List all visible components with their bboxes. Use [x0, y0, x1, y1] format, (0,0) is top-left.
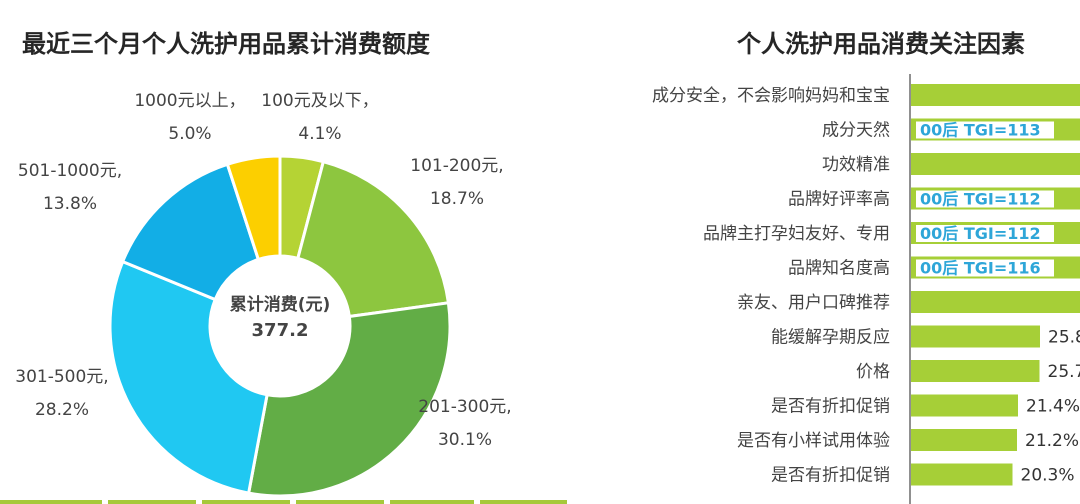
- bar-category-label: 能缓解孕期反应: [771, 328, 890, 348]
- tgi-tag: 00后 TGI=116: [920, 259, 1041, 278]
- bar-category-label: 亲友、用户口碑推荐: [737, 293, 890, 313]
- bar-value-label: 21.4%: [1026, 397, 1080, 417]
- bar-category-label: 品牌好评率高: [788, 190, 890, 210]
- bar: [911, 463, 1013, 486]
- bar-category-label: 功效精准: [822, 155, 890, 175]
- tgi-tag-bg: [916, 121, 1054, 139]
- bottom-decor-strip: [0, 500, 567, 504]
- pie-slice-value: 30.1%: [438, 430, 492, 450]
- bar: [911, 360, 1040, 382]
- tgi-tag: 00后 TGI=112: [920, 190, 1041, 209]
- bar-value-label: 25.8%: [1048, 328, 1080, 348]
- tgi-tag: 00后 TGI=112: [920, 224, 1041, 243]
- bar: [911, 394, 1018, 417]
- bar-category-label: 是否有折扣促销: [771, 466, 890, 486]
- bar-category-label: 是否有折扣促销: [771, 397, 890, 417]
- pie-slice-label: 201-300元,: [418, 397, 511, 417]
- pie-slice-label: 1000元以上，: [134, 91, 245, 111]
- bar: [911, 325, 1040, 348]
- pie-slice-value: 28.2%: [35, 400, 89, 420]
- bar-category-label: 价格: [856, 362, 890, 382]
- bar-value-label: 20.3%: [1021, 466, 1075, 486]
- bar-category-label: 成分天然: [822, 121, 890, 141]
- tgi-tag-bg: [916, 225, 1054, 242]
- bar: [911, 429, 1017, 451]
- pie-center-label: 累计消费(元): [230, 294, 331, 315]
- pie-center-hole: [210, 256, 350, 396]
- pie-slice-label: 501-1000元,: [18, 161, 122, 181]
- bar: [911, 84, 1080, 106]
- pie-slice-value: 5.0%: [168, 124, 211, 144]
- pie-chart-title: 最近三个月个人洗护用品累计消费额度: [22, 30, 430, 58]
- pie-slice-value: 18.7%: [430, 189, 484, 209]
- bar: [911, 153, 1080, 175]
- bar: [911, 291, 1080, 313]
- pie-slice-label: 101-200元,: [410, 156, 503, 176]
- bar-chart-title: 个人洗护用品消费关注因素: [737, 30, 1025, 58]
- bar-category-label: 品牌主打孕妇友好、专用: [703, 224, 890, 244]
- pie-slice-value: 13.8%: [43, 194, 97, 214]
- pie-center-value: 377.2: [252, 320, 309, 341]
- bar-value-label: 25.7%: [1048, 362, 1080, 382]
- bar-category-label: 品牌知名度高: [788, 259, 890, 279]
- tgi-tag-bg: [916, 190, 1054, 208]
- bar-category-label: 是否有小样试用体验: [737, 431, 890, 451]
- pie-chart: 累计消费(元) 377.2 100元及以下， 4.1% 101-200元, 18.7%…: [15, 91, 512, 496]
- tgi-tag: 00后 TGI=113: [920, 121, 1041, 140]
- bar-value-label: 21.2%: [1025, 431, 1079, 451]
- pie-slice-value: 4.1%: [298, 124, 341, 144]
- pie-slice-label: 301-500元,: [15, 367, 108, 387]
- bar-category-label: 成分安全，不会影响妈妈和宝宝: [652, 86, 890, 106]
- pie-slice-label: 100元及以下，: [261, 91, 378, 111]
- tgi-tag-bg: [916, 259, 1054, 277]
